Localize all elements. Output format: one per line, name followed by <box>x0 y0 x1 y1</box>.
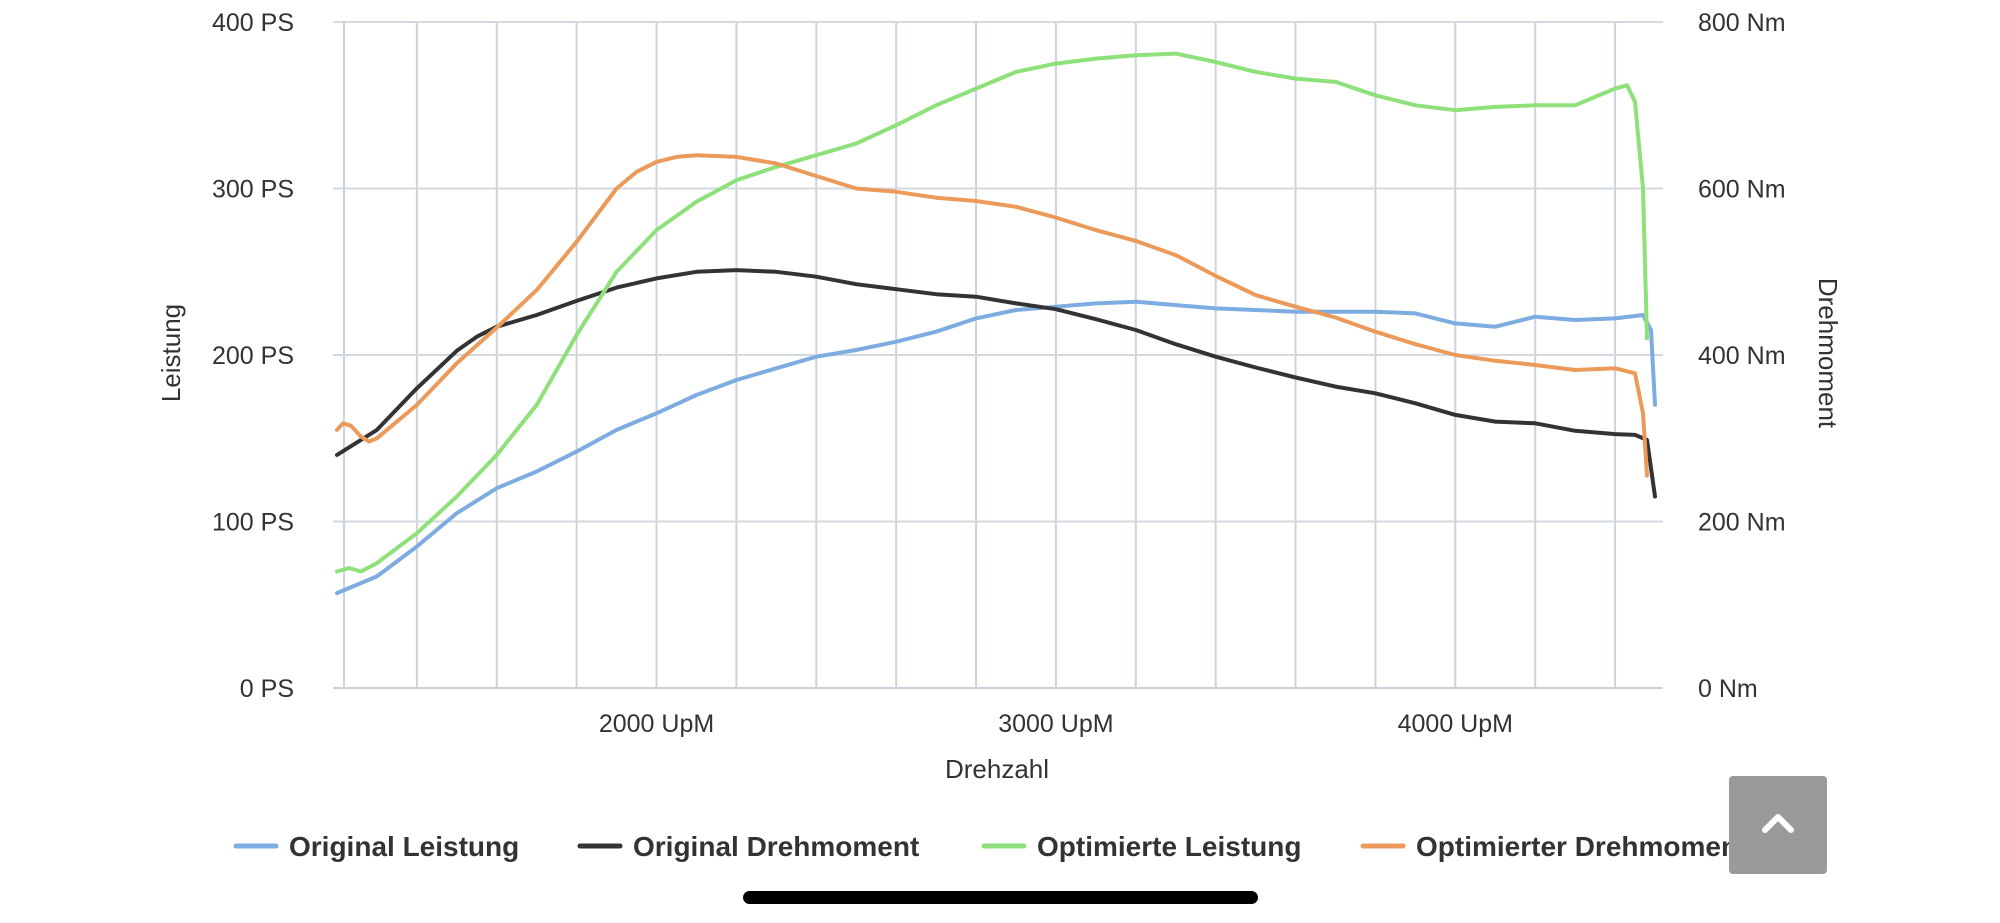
y-right-tick-label: 400 Nm <box>1698 342 1786 370</box>
y-right-tick-label: 600 Nm <box>1698 176 1786 204</box>
axis-labels: 0 PS 100 PS 200 PS 300 PS 400 PS 0 Nm 200 Nm 40… <box>212 9 1786 738</box>
legend-label: Original Leistung <box>289 831 519 862</box>
y-axis-right-title: Drehmoment <box>1813 278 1843 429</box>
x-tick-label: 4000 UpM <box>1398 710 1513 738</box>
y-axis-left-title: Leistung <box>156 304 186 402</box>
y-right-tick-label: 0 Nm <box>1698 675 1758 703</box>
y-right-tick-label: 800 Nm <box>1698 9 1786 37</box>
y-left-tick-label: 200 PS <box>212 342 294 370</box>
series-line-optimierte-leistung <box>335 51 1649 574</box>
home-indicator <box>743 891 1258 904</box>
y-right-tick-label: 200 Nm <box>1698 509 1786 537</box>
x-axis-title: Drehzahl <box>945 754 1049 784</box>
chevron-up-icon <box>1762 814 1794 833</box>
scroll-top-button[interactable] <box>1729 776 1827 874</box>
legend-label: Original Drehmoment <box>633 831 919 862</box>
legend-label: Optimierte Leistung <box>1037 831 1301 862</box>
y-left-tick-label: 400 PS <box>212 9 294 37</box>
x-tick-label: 2000 UpM <box>599 710 714 738</box>
y-left-tick-label: 100 PS <box>212 509 294 537</box>
x-tick-label: 3000 UpM <box>998 710 1113 738</box>
series-lines <box>335 51 1657 596</box>
y-left-tick-label: 300 PS <box>212 176 294 204</box>
y-left-tick-label: 0 PS <box>240 675 294 703</box>
legend: Original Leistung Original Drehmoment Opti… <box>233 831 1747 862</box>
series-line-original-leistung <box>335 299 1657 596</box>
series-line-original-drehmoment <box>335 268 1657 499</box>
series-line-optimierter-drehmoment <box>335 153 1649 478</box>
legend-label: Optimierter Drehmoment <box>1416 831 1747 862</box>
